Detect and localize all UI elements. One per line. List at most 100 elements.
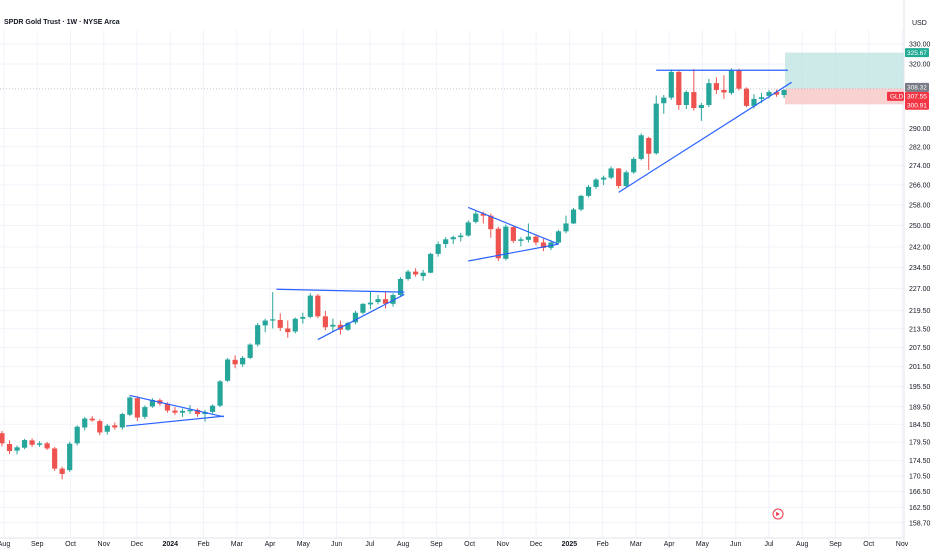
target-zone[interactable] — [785, 52, 904, 89]
exchange-label: NYSE Arca — [83, 19, 120, 26]
candle-body — [623, 172, 629, 186]
candle-body — [661, 97, 667, 104]
trendline[interactable] — [468, 243, 559, 262]
candle-body — [631, 158, 637, 173]
candle-body — [104, 425, 110, 432]
y-tick-label: 174.50 — [909, 458, 931, 465]
candle-body — [555, 231, 562, 243]
candle-body — [435, 244, 441, 254]
x-tick-label: Oct — [863, 541, 874, 548]
trendline[interactable] — [276, 288, 405, 293]
candle-body — [172, 410, 178, 413]
chart-title: SPDR Gold Trust · 1W · NYSE Arca — [4, 19, 120, 26]
candle-body — [82, 418, 88, 428]
candle-body — [458, 235, 464, 238]
y-tick-label: 207.50 — [909, 345, 931, 352]
x-tick-label: Nov — [497, 541, 510, 548]
x-tick-label: Aug — [0, 541, 10, 548]
x-tick-label: Apr — [664, 541, 676, 548]
y-tick-label: 189.50 — [909, 404, 931, 411]
candle-body — [315, 295, 321, 317]
y-tick-label: 242.00 — [909, 244, 931, 251]
candle-body — [698, 104, 704, 109]
candle-body — [0, 433, 5, 444]
candle-body — [134, 398, 140, 418]
entry-price-badge-text: 308.32 — [907, 85, 927, 92]
candle-body — [14, 447, 20, 451]
candle-body — [232, 359, 238, 365]
candle-body — [540, 242, 547, 248]
x-tick-label: Dec — [131, 541, 144, 548]
y-tick-label: 234.50 — [909, 265, 931, 272]
candle-body — [706, 83, 712, 105]
symbol-badge-text: GLD — [890, 94, 904, 101]
candle-body — [743, 88, 750, 106]
y-tick-label: 158.70 — [909, 520, 931, 527]
trendline[interactable] — [468, 206, 559, 245]
candle-body — [21, 440, 28, 448]
y-tick-label: 282.00 — [909, 144, 931, 151]
candle-body — [593, 179, 599, 187]
candle-body — [766, 92, 772, 96]
y-tick-label: 290.00 — [909, 126, 931, 133]
stop-price-badge — [905, 100, 929, 110]
trendlines[interactable] — [126, 69, 792, 427]
candle-body — [473, 213, 479, 222]
candle-body — [367, 302, 374, 305]
candle-body — [781, 90, 787, 96]
entry-price-badge — [905, 82, 929, 92]
candle-body — [676, 71, 682, 105]
candle-body — [322, 316, 328, 328]
candle-body — [194, 409, 201, 415]
replay-icon[interactable] — [772, 508, 784, 520]
x-tick-label: 2024 — [163, 541, 179, 548]
y-tick-label: 330.00 — [909, 41, 931, 48]
candle-body — [187, 409, 193, 412]
candle-body — [142, 407, 148, 417]
candle-body — [570, 209, 577, 224]
interval-label[interactable]: 1W — [66, 19, 78, 26]
candle-body — [37, 443, 43, 445]
x-tick-label: Aug — [397, 541, 410, 548]
y-tick-label: 162.50 — [909, 505, 931, 512]
y-tick-label: 250.00 — [909, 223, 931, 230]
time-axis[interactable]: Aug Sep Oct Nov Dec 2024 Feb Mar Apr May Jun Jul Aug… — [0, 541, 909, 548]
x-tick-label: Aug — [796, 541, 809, 548]
candles — [0, 68, 787, 480]
symbol-name: SPDR Gold Trust — [4, 19, 61, 26]
candle-body — [390, 295, 396, 304]
candle-body — [209, 405, 216, 412]
trendline[interactable] — [129, 394, 224, 418]
x-tick-label: Sep — [430, 541, 443, 548]
x-tick-label: Sep — [829, 541, 842, 548]
candle-body — [59, 468, 65, 474]
y-tick-label: 274.00 — [909, 163, 931, 170]
candle-body — [518, 239, 524, 241]
stop-price-badge-text: 300.91 — [907, 103, 927, 110]
candle-body — [736, 70, 742, 89]
candle-body — [616, 168, 622, 186]
trendline[interactable] — [317, 293, 405, 341]
x-tick-label: Mar — [231, 541, 244, 548]
candle-body — [758, 97, 765, 99]
trendline[interactable] — [126, 415, 224, 427]
candle-body — [164, 403, 171, 411]
candle-body — [29, 440, 35, 445]
chart-grid — [0, 30, 904, 538]
candle-body — [728, 70, 735, 93]
candle-body — [420, 272, 426, 277]
currency-label[interactable]: USD — [912, 20, 927, 27]
x-tick-label: May — [297, 541, 311, 548]
stop-zone[interactable] — [785, 88, 904, 105]
trendline[interactable] — [618, 81, 792, 193]
position-tool[interactable] — [0, 52, 904, 105]
price-axis[interactable]: 330.00 320.00 290.00 282.00 274.00 266.00 258.… — [909, 41, 931, 527]
candle-body — [503, 226, 509, 259]
candle-body — [375, 299, 381, 303]
y-tick-label: 266.00 — [909, 182, 931, 189]
y-tick-label: 213.50 — [909, 326, 931, 333]
candle-body — [397, 278, 404, 296]
candle-body — [465, 222, 471, 236]
candle-body — [6, 444, 13, 452]
